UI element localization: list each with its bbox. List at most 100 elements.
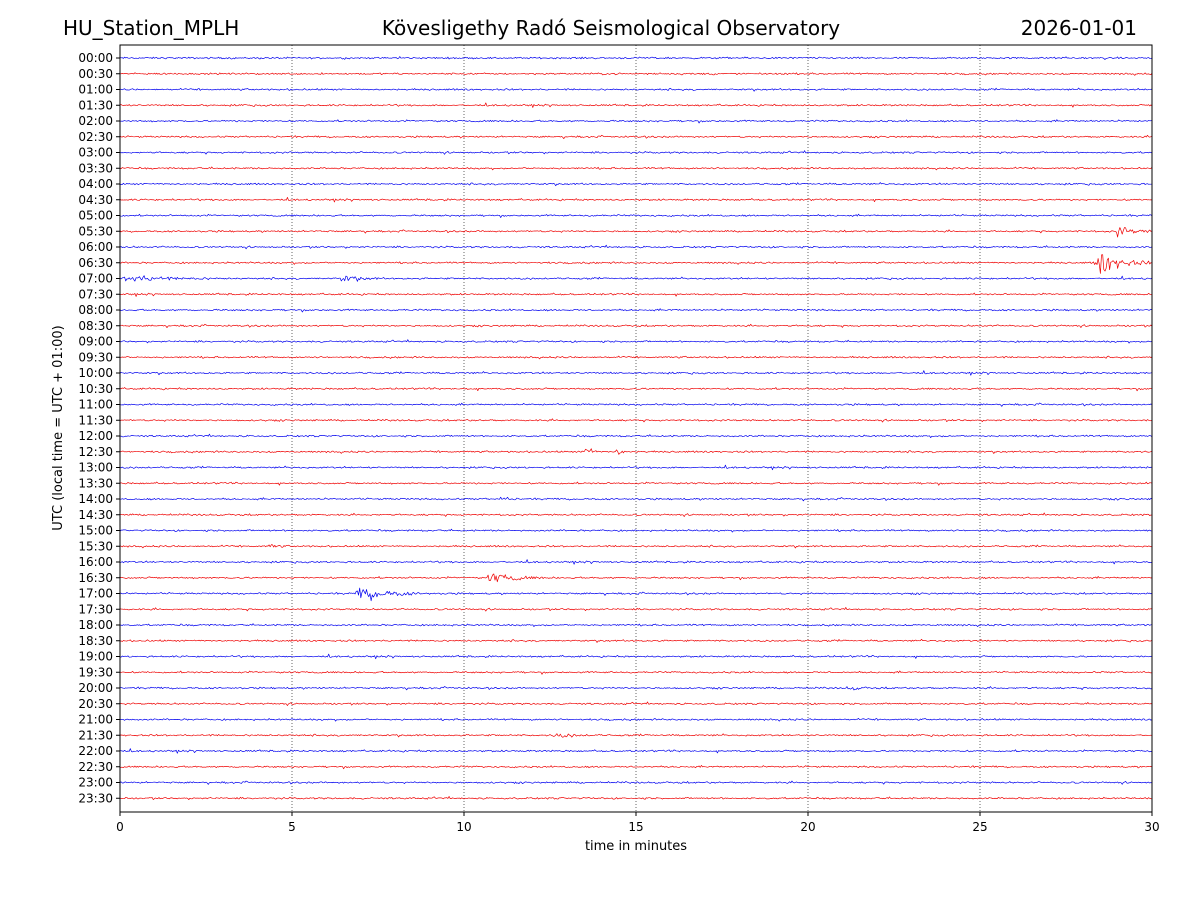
trace-2000 (119, 686, 1153, 691)
trace-2230 (119, 765, 1153, 770)
plot-date: 2026-01-01 (1021, 16, 1137, 40)
trace-1900 (119, 653, 1153, 660)
y-tick-label: 21:30 (78, 728, 113, 742)
y-tick-label: 03:30 (78, 161, 113, 175)
trace-0930 (119, 355, 1153, 360)
y-tick-label: 09:30 (78, 350, 113, 364)
y-tick-label: 19:00 (78, 650, 113, 664)
y-tick-label: 11:00 (78, 398, 113, 412)
y-tick-label: 10:00 (78, 366, 113, 380)
trace-0500 (119, 213, 1153, 218)
y-tick-label: 15:00 (78, 524, 113, 538)
trace-1000 (119, 370, 1153, 376)
y-tick-label: 13:30 (78, 476, 113, 490)
trace-0600 (119, 244, 1153, 250)
y-tick-label: 01:30 (78, 98, 113, 112)
y-tick-label: 00:30 (78, 67, 113, 81)
y-tick-label: 21:00 (78, 713, 113, 727)
y-tick-label: 03:00 (78, 146, 113, 160)
trace-0400 (119, 182, 1153, 187)
x-tick-label: 20 (800, 820, 815, 834)
trace-1500 (119, 528, 1153, 533)
trace-1200 (119, 433, 1153, 438)
x-tick-label: 10 (456, 820, 471, 834)
trace-1830 (119, 638, 1153, 643)
trace-0830 (119, 323, 1153, 328)
y-tick-label: 18:00 (78, 618, 113, 632)
y-tick-label: 05:00 (78, 209, 113, 223)
trace-2330 (119, 796, 1153, 800)
y-tick-label: 15:30 (78, 539, 113, 553)
y-tick-label: 04:00 (78, 177, 113, 191)
y-tick-label: 02:30 (78, 130, 113, 144)
trace-1730 (119, 607, 1153, 612)
trace-1130 (119, 418, 1153, 423)
trace-0530 (119, 227, 1153, 238)
y-tick-label: 10:30 (78, 382, 113, 396)
trace-0300 (119, 150, 1153, 155)
y-tick-label: 08:30 (78, 319, 113, 333)
trace-0200 (119, 119, 1153, 124)
x-axis-ticks: 0 5 10 15 20 25 30 (116, 812, 1160, 834)
trace-0000 (119, 56, 1153, 60)
x-axis-label: time in minutes (585, 839, 687, 854)
y-axis-label: UTC (local time = UTC + 01:00) (51, 325, 66, 530)
y-tick-label: 06:30 (78, 256, 113, 270)
trace-1530 (119, 544, 1153, 549)
y-tick-label: 23:00 (78, 776, 113, 790)
y-tick-label: 01:00 (78, 83, 113, 97)
trace-0100 (119, 87, 1153, 92)
y-tick-label: 22:30 (78, 760, 113, 774)
y-tick-label: 07:00 (78, 272, 113, 286)
trace-0730 (119, 292, 1153, 297)
x-tick-label: 0 (116, 820, 124, 834)
y-tick-label: 20:00 (78, 681, 113, 695)
y-tick-label: 12:30 (78, 445, 113, 459)
y-tick-label: 23:30 (78, 791, 113, 805)
y-tick-label: 16:30 (78, 571, 113, 585)
trace-0130 (119, 102, 1153, 108)
trace-2030 (119, 701, 1153, 706)
observatory-title: Kövesligethy Radó Seismological Observat… (382, 16, 840, 40)
trace-group (119, 56, 1153, 800)
trace-1400 (119, 496, 1153, 502)
trace-1600 (119, 559, 1153, 565)
x-tick-label: 25 (972, 820, 987, 834)
x-tick-label: 5 (288, 820, 296, 834)
trace-2130 (119, 733, 1153, 738)
vertical-gridlines (291, 45, 981, 812)
trace-1800 (119, 623, 1153, 628)
x-tick-label: 30 (1144, 820, 1159, 834)
trace-1300 (119, 464, 1152, 471)
y-tick-label: 16:00 (78, 555, 113, 569)
y-tick-label: 08:00 (78, 303, 113, 317)
y-tick-label: 11:30 (78, 413, 113, 427)
trace-0430 (119, 197, 1153, 203)
y-tick-label: 17:30 (78, 602, 113, 616)
y-tick-label: 05:30 (78, 224, 113, 238)
trace-1630 (119, 573, 1153, 583)
x-tick-label: 15 (628, 820, 643, 834)
trace-0330 (119, 166, 1153, 171)
y-tick-label: 04:30 (78, 193, 113, 207)
trace-2300 (119, 780, 1153, 785)
trace-0900 (119, 339, 1153, 344)
y-tick-label: 00:00 (78, 51, 113, 65)
y-tick-label: 12:00 (78, 429, 113, 443)
trace-2200 (119, 748, 1153, 754)
trace-2100 (119, 717, 1153, 722)
trace-1230 (119, 448, 1153, 455)
y-tick-label: 06:00 (78, 240, 113, 254)
y-tick-label: 13:00 (78, 461, 113, 475)
y-tick-label: 14:00 (78, 492, 113, 506)
station-name: HU_Station_MPLH (63, 16, 239, 40)
y-tick-label: 20:30 (78, 697, 113, 711)
trace-1430 (119, 512, 1153, 517)
y-tick-label: 18:30 (78, 634, 113, 648)
y-tick-label: 02:00 (78, 114, 113, 128)
trace-1100 (119, 402, 1153, 407)
trace-0030 (119, 72, 1153, 76)
